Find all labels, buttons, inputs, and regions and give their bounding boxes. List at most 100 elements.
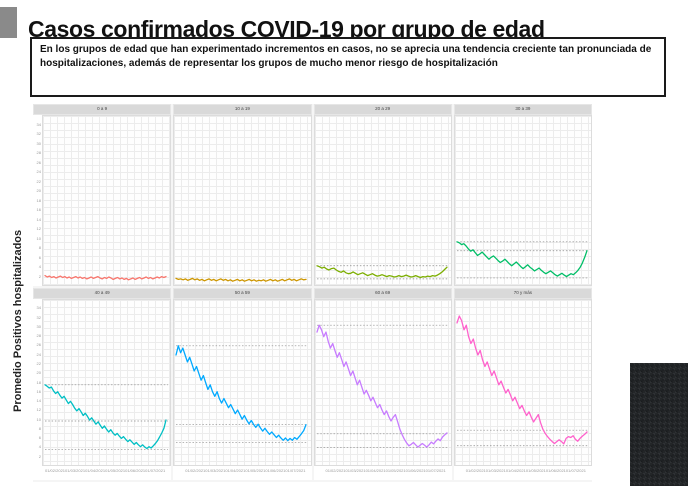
line-chart-svg (315, 265, 449, 280)
y-axis-ticks: 2 4 6 8 10 12 14 16 18 20 22 24 26 28 30 32 34 (33, 299, 42, 466)
x-tick-label: 01/04/2021 (505, 468, 526, 473)
x-tick-label: 01/05/2021 (105, 468, 126, 473)
facet-panel-body (453, 299, 592, 466)
data-series-line (44, 274, 167, 281)
facet-panel-body (313, 115, 452, 286)
data-series-line (315, 265, 448, 279)
y-tick-label: 14 (36, 216, 41, 222)
line-chart-svg (456, 241, 589, 279)
x-tick-label: 01/07/2021 (285, 468, 306, 473)
x-tick-label: 01/07/2021 (425, 468, 446, 473)
x-axis-ticks: 01/02/2021 01/03/2021 01/04/2021 01/05/2021… (173, 466, 311, 480)
data-series-line (175, 277, 307, 282)
facet-panel-4: 30 a 39 (453, 104, 592, 286)
y-tick-label: 8 (38, 245, 41, 251)
facet-panel-body: 2 4 6 8 10 12 14 16 18 20 22 24 26 28 30 32 34 (33, 299, 172, 466)
line-chart-svg (456, 315, 589, 447)
facet-panel-6: 50 a 59 01/02/2021 01/03/2021 01/04/2021 01/… (173, 288, 312, 480)
facet-panel-7: 60 a 69 01/02/2021 01/03/2021 01/04/2021 01/… (313, 288, 452, 480)
data-series-line (175, 345, 307, 442)
y-tick-label: 28 (36, 333, 41, 339)
y-tick-label: 32 (36, 314, 41, 320)
y-tick-label: 10 (36, 235, 41, 241)
y-tick-label: 22 (36, 178, 41, 184)
facet-strip-label: 30 a 39 (453, 104, 592, 115)
data-series-line (456, 241, 588, 278)
x-tick-label: 01/06/2021 (545, 468, 566, 473)
note-box: En los grupos de edad que han experiment… (30, 37, 666, 97)
y-tick-label: 12 (36, 407, 41, 413)
x-tick-label: 01/03/2021 (485, 468, 506, 473)
y-tick-label: 24 (36, 169, 41, 174)
line-chart-svg (315, 324, 449, 448)
y-tick-label: 12 (36, 226, 41, 231)
data-series-line (456, 315, 588, 445)
facet-panel-3: 20 a 29 (313, 104, 452, 286)
plot-area (173, 115, 312, 286)
y-tick-label: 30 (36, 323, 41, 329)
x-tick-label: 01/03/2021 (65, 468, 86, 473)
y-tick-label: 34 (36, 121, 41, 127)
y-tick-label: 22 (36, 360, 41, 366)
x-tick-label: 01/06/2021 (405, 468, 426, 473)
y-axis-ticks: 2 4 6 8 10 12 14 16 18 20 22 24 26 28 30 32 34 (33, 115, 42, 286)
x-tick-label: 01/05/2021 (525, 468, 546, 473)
y-axis-title: Promedio Positivos hospitalizados (12, 229, 24, 412)
x-tick-label: 01/04/2021 (225, 468, 246, 473)
y-tick-label: 8 (38, 425, 41, 431)
x-tick-label: 01/02/2021 (325, 468, 346, 473)
line-chart-svg (44, 274, 167, 281)
plot-area (453, 299, 592, 466)
x-tick-label: 01/02/2021 (45, 468, 66, 473)
y-tick-label: 4 (38, 264, 41, 270)
plot-area (313, 115, 452, 286)
x-axis-ticks: 01/02/2021 01/03/2021 01/04/2021 01/05/2021… (33, 466, 171, 480)
line-chart-svg (175, 345, 309, 443)
y-tick-label: 18 (36, 379, 41, 385)
x-tick-label: 01/02/2021 (185, 468, 206, 473)
y-tick-label: 6 (38, 435, 41, 441)
y-tick-label: 18 (36, 197, 41, 203)
y-tick-label: 14 (36, 398, 41, 404)
x-tick-label: 01/06/2021 (125, 468, 146, 473)
x-tick-label: 01/03/2021 (205, 468, 226, 473)
x-tick-label: 01/03/2021 (345, 468, 366, 473)
y-tick-label: 20 (36, 370, 41, 376)
facet-panel-5: 40 a 49 2 4 6 8 10 12 14 16 18 20 22 24 26 28 30 32 34 01/… (33, 288, 172, 480)
plot-area (453, 115, 592, 286)
x-tick-label: 01/07/2021 (565, 468, 586, 473)
data-series-line (315, 324, 448, 448)
facet-panel-body (173, 115, 312, 286)
y-tick-label: 16 (36, 388, 41, 394)
title-accent-bar (0, 7, 17, 38)
facet-strip-label: 40 a 49 (33, 288, 172, 299)
y-tick-label: 2 (38, 453, 41, 459)
plot-area (173, 299, 312, 466)
facet-strip-label: 20 a 29 (313, 104, 452, 115)
facet-panel-body: 2 4 6 8 10 12 14 16 18 20 22 24 26 28 30 32 34 (33, 115, 172, 286)
facet-panel-8: 70 y más 01/02/2021 01/03/2021 01/04/2021 01… (453, 288, 592, 480)
y-tick-label: 2 (38, 273, 41, 279)
data-series-line (44, 384, 167, 450)
note-text: En los grupos de edad que han experiment… (40, 44, 652, 69)
y-tick-label: 6 (38, 254, 41, 260)
plot-area (42, 115, 172, 286)
y-tick-label: 26 (36, 342, 41, 348)
facet-strip-label: 70 y más (453, 288, 592, 299)
facet-strip-label: 0 a 9 (33, 104, 172, 115)
x-tick-label: 01/04/2021 (85, 468, 106, 473)
x-axis-ticks: 01/02/2021 01/03/2021 01/04/2021 01/05/2021… (314, 466, 452, 480)
facet-panel-2: 10 a 19 (173, 104, 312, 286)
line-chart-svg (44, 384, 168, 450)
x-tick-label: 01/05/2021 (385, 468, 406, 473)
y-tick-label: 28 (36, 150, 41, 155)
line-chart-svg (175, 277, 307, 282)
x-tick-label: 01/07/2021 (145, 468, 166, 473)
y-tick-label: 10 (36, 416, 41, 422)
x-tick-label: 01/04/2021 (365, 468, 386, 473)
plot-area (313, 299, 452, 466)
x-axis-ticks: 01/02/2021 01/03/2021 01/04/2021 01/05/2021… (454, 466, 592, 480)
facet-grid: 0 a 9 2 4 6 8 10 12 14 16 18 20 22 24 26 28 30 32 34 10 a … (33, 104, 592, 482)
acoustic-foam-decor (630, 363, 688, 486)
x-tick-label: 01/05/2021 (245, 468, 266, 473)
